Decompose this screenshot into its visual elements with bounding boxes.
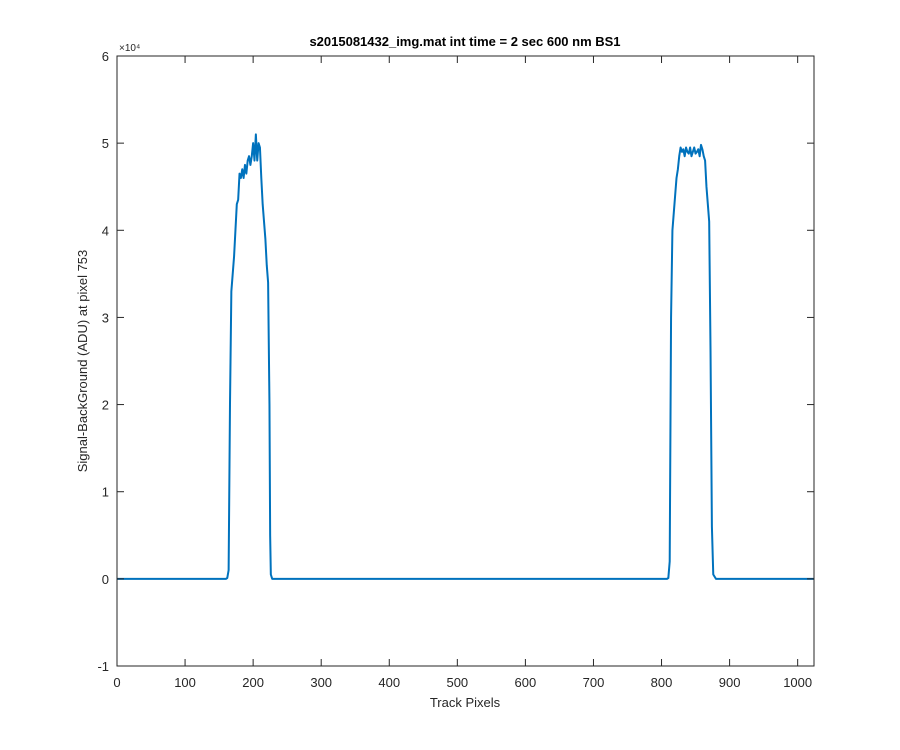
x-tick-label: 200 <box>242 675 264 690</box>
y-tick-label: 0 <box>102 572 109 587</box>
y-tick-label: -1 <box>97 659 109 674</box>
y-tick-label: 3 <box>102 310 109 325</box>
y-exponent-label: ×10⁴ <box>119 43 140 54</box>
series-layer <box>117 133 814 580</box>
y-ticks: -1 0 1 2 3 4 5 6 <box>97 49 814 674</box>
axes-background <box>117 56 814 666</box>
x-tick-label: 500 <box>446 675 468 690</box>
y-axis-label: Signal-BackGround (ADU) at pixel 753 <box>75 250 90 473</box>
x-tick-label: 700 <box>583 675 605 690</box>
x-tick-label: 100 <box>174 675 196 690</box>
x-axis-label: Track Pixels <box>430 695 501 710</box>
series-line-0 <box>117 133 814 580</box>
y-tick-label: 6 <box>102 49 109 64</box>
x-tick-label: 0 <box>113 675 120 690</box>
y-tick-label: 5 <box>102 136 109 151</box>
y-tick-label: 1 <box>102 485 109 500</box>
x-tick-label: 900 <box>719 675 741 690</box>
x-tick-label: 400 <box>378 675 400 690</box>
y-tick-label: 2 <box>102 398 109 413</box>
x-ticks: 0 100 200 300 400 500 600 700 800 900 1000 <box>113 56 812 690</box>
x-tick-label: 600 <box>515 675 537 690</box>
y-tick-label: 4 <box>102 223 109 238</box>
x-tick-label: 800 <box>651 675 673 690</box>
axes-box <box>116 55 815 667</box>
x-tick-label: 300 <box>310 675 332 690</box>
chart-title: s2015081432_img.mat int time = 2 sec 600… <box>309 34 620 49</box>
x-tick-label: 1000 <box>783 675 812 690</box>
